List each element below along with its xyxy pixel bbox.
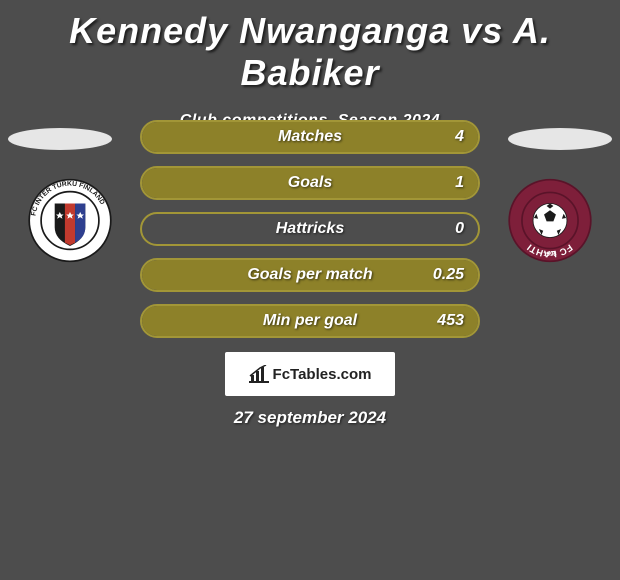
stat-value: 0 — [455, 214, 464, 244]
attribution-text: FcTables.com — [273, 366, 372, 383]
stat-value: 453 — [437, 306, 464, 336]
stat-label: Goals — [142, 168, 478, 198]
attribution-box: FcTables.com — [225, 352, 395, 396]
stat-label: Goals per match — [142, 260, 478, 290]
stat-label: Min per goal — [142, 306, 478, 336]
stat-value: 0.25 — [433, 260, 464, 290]
stats-container: Matches 4 Goals 1 Hattricks 0 Goals per … — [0, 120, 620, 350]
stat-row-matches: Matches 4 — [140, 120, 480, 154]
stat-row-hattricks: Hattricks 0 — [140, 212, 480, 246]
stat-value: 4 — [455, 122, 464, 152]
stat-label: Matches — [142, 122, 478, 152]
stat-label: Hattricks — [142, 214, 478, 244]
stat-row-goals: Goals 1 — [140, 166, 480, 200]
bar-chart-icon — [249, 365, 269, 383]
date-label: 27 september 2024 — [0, 408, 620, 428]
stat-value: 1 — [455, 168, 464, 198]
stat-row-goals-per-match: Goals per match 0.25 — [140, 258, 480, 292]
page-title: Kennedy Nwanganga vs A. Babiker — [0, 0, 620, 94]
stat-row-min-per-goal: Min per goal 453 — [140, 304, 480, 338]
